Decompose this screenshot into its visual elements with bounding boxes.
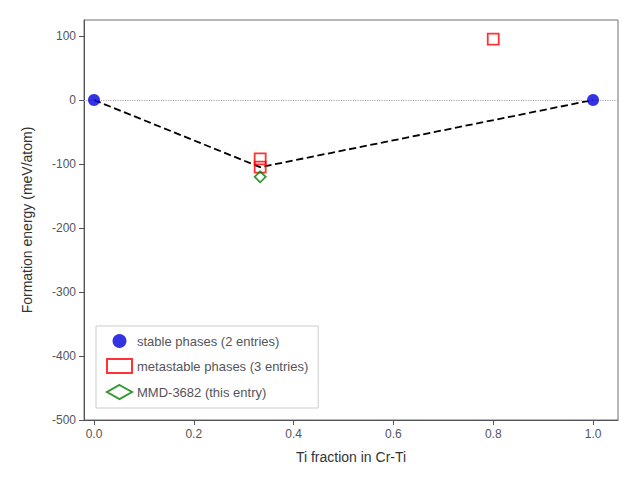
svg-text:0.8: 0.8 — [485, 427, 502, 441]
svg-text:MMD-3682 (this entry): MMD-3682 (this entry) — [137, 385, 266, 400]
svg-text:Formation energy (meV/atom): Formation energy (meV/atom) — [19, 127, 35, 314]
svg-text:100: 100 — [56, 29, 76, 43]
svg-text:-100: -100 — [52, 157, 76, 171]
svg-text:-500: -500 — [52, 413, 76, 427]
svg-text:0: 0 — [69, 93, 76, 107]
svg-text:-300: -300 — [52, 285, 76, 299]
svg-text:-400: -400 — [52, 349, 76, 363]
svg-text:0.0: 0.0 — [86, 427, 103, 441]
svg-text:Ti fraction in Cr-Ti: Ti fraction in Cr-Ti — [296, 449, 406, 465]
svg-text:0.4: 0.4 — [285, 427, 302, 441]
svg-text:-200: -200 — [52, 221, 76, 235]
svg-text:0.2: 0.2 — [185, 427, 202, 441]
svg-text:metastable phases (3 entries): metastable phases (3 entries) — [137, 359, 308, 374]
svg-text:1.0: 1.0 — [585, 427, 602, 441]
svg-text:stable phases (2 entries): stable phases (2 entries) — [137, 334, 279, 349]
svg-text:0.6: 0.6 — [385, 427, 402, 441]
